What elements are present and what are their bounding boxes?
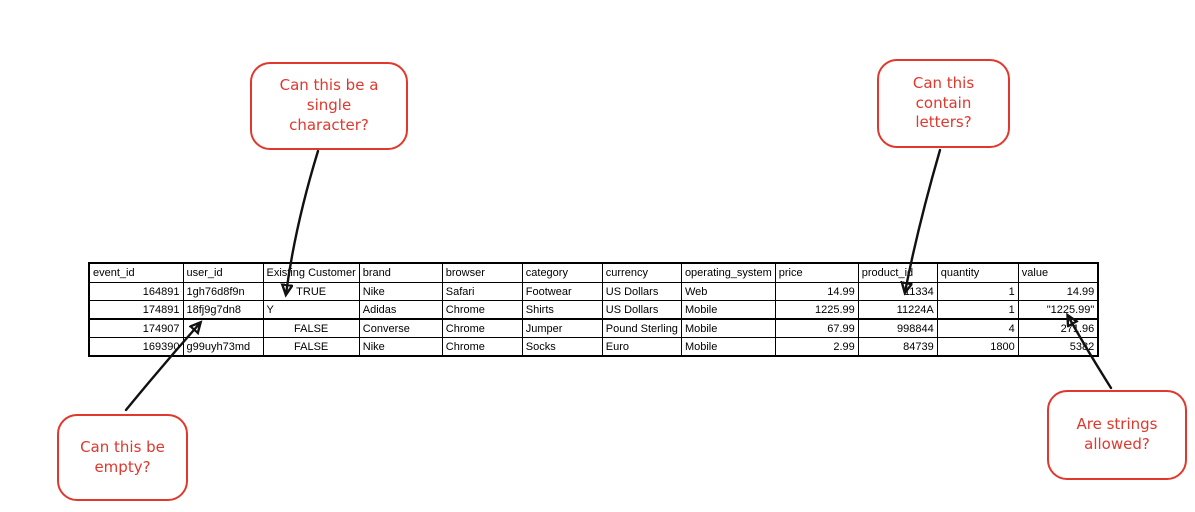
table-cell[interactable]: Mobile — [680, 337, 776, 357]
table-cell[interactable]: Nike — [358, 282, 443, 301]
table-cell[interactable]: US Dollars — [601, 300, 682, 320]
table-cell[interactable]: Y — [262, 300, 360, 320]
table-cell[interactable]: Adidas — [358, 300, 443, 320]
table-cell[interactable]: "1225.99" — [1017, 300, 1099, 320]
table-cell[interactable]: 169390 — [88, 337, 184, 357]
column-header[interactable]: browser — [441, 262, 523, 283]
table-cell[interactable]: Chrome — [441, 300, 523, 320]
table-cell[interactable]: 1 — [936, 282, 1019, 301]
table-cell[interactable]: Nike — [358, 337, 443, 357]
table-cell[interactable]: 11224A — [857, 300, 938, 320]
table-cell[interactable]: 14.99 — [774, 282, 859, 301]
table-cell[interactable]: Euro — [601, 337, 682, 357]
table-cell[interactable]: 164891 — [88, 282, 184, 301]
table-cell[interactable]: 4 — [936, 318, 1019, 338]
table-cell[interactable]: 5382 — [1017, 337, 1099, 357]
column-header[interactable]: currency — [601, 262, 682, 283]
column-header[interactable]: event_id — [88, 262, 184, 283]
table-cell[interactable]: Socks — [521, 337, 603, 357]
table-cell[interactable]: 1gh76d8f9n — [182, 282, 264, 301]
table-cell[interactable]: 1800 — [936, 337, 1019, 357]
callout-single-character: Can this be a single character? — [250, 62, 408, 150]
table-cell[interactable] — [182, 318, 264, 338]
table-row: 174891 18fj9g7dn8 Y Adidas Chrome Shirts US Do… — [88, 300, 1099, 320]
table-cell[interactable]: Shirts — [521, 300, 603, 320]
table-cell[interactable]: Web — [680, 282, 776, 301]
callout-strings-allowed: Are strings allowed? — [1047, 390, 1187, 480]
header-row: event_id user_id Existing Customer brand bro… — [88, 262, 1099, 283]
table-cell[interactable]: 998844 — [857, 318, 938, 338]
table-cell[interactable]: 174891 — [88, 300, 184, 320]
table-cell[interactable]: FALSE — [262, 318, 360, 338]
table-cell[interactable]: FALSE — [262, 337, 360, 357]
table-cell[interactable]: Pound Sterling — [601, 318, 682, 338]
table-cell[interactable]: 2.99 — [774, 337, 859, 357]
table-cell[interactable]: Mobile — [680, 318, 776, 338]
column-header[interactable]: category — [521, 262, 603, 283]
table-cell[interactable]: 174907 — [88, 318, 184, 338]
table-cell[interactable]: Converse — [358, 318, 443, 338]
table-cell[interactable]: Chrome — [441, 337, 523, 357]
column-header[interactable]: user_id — [182, 262, 264, 283]
column-header[interactable]: quantity — [936, 262, 1019, 283]
callout-empty: Can this be empty? — [57, 414, 188, 501]
table-cell[interactable]: 11334 — [857, 282, 938, 301]
table-cell[interactable]: 1225.99 — [774, 300, 859, 320]
table-cell[interactable]: 84739 — [857, 337, 938, 357]
table-row: 174907 FALSE Converse Chrome Jumper Pound Ste… — [88, 318, 1099, 338]
table-cell[interactable]: Safari — [441, 282, 523, 301]
table-row: 169390 g99uyh73md FALSE Nike Chrome Socks Euro… — [88, 337, 1099, 357]
table-cell[interactable]: 1 — [936, 300, 1019, 320]
table-cell[interactable]: g99uyh73md — [182, 337, 264, 357]
table-cell[interactable]: TRUE — [262, 282, 360, 301]
table-cell[interactable]: US Dollars — [601, 282, 682, 301]
column-header[interactable]: price — [774, 262, 859, 283]
spreadsheet: event_id user_id Existing Customer brand bro… — [88, 262, 1100, 357]
callout-contain-letters: Can this contain letters? — [877, 59, 1010, 148]
table-cell[interactable]: 67.99 — [774, 318, 859, 338]
table-cell[interactable]: 18fj9g7dn8 — [182, 300, 264, 320]
table-row: 164891 1gh76d8f9n TRUE Nike Safari Footwear US… — [88, 282, 1099, 301]
table-cell[interactable]: Footwear — [521, 282, 603, 301]
data-table: event_id user_id Existing Customer brand bro… — [88, 262, 1100, 357]
table-cell[interactable]: Chrome — [441, 318, 523, 338]
column-header[interactable]: value — [1017, 262, 1099, 283]
table-cell[interactable]: 14.99 — [1017, 282, 1099, 301]
column-header[interactable]: operating_system — [680, 262, 776, 283]
column-header[interactable]: product_id — [857, 262, 938, 283]
table-cell[interactable]: Jumper — [521, 318, 603, 338]
table-cell[interactable]: 271.96 — [1017, 318, 1099, 338]
table-cell[interactable]: Mobile — [680, 300, 776, 320]
column-header[interactable]: Existing Customer — [262, 262, 360, 283]
column-header[interactable]: brand — [358, 262, 443, 283]
